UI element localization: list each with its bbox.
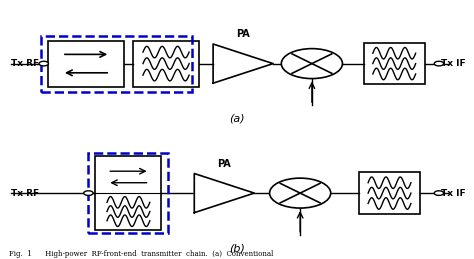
FancyBboxPatch shape	[95, 156, 161, 230]
Circle shape	[434, 191, 444, 195]
Text: PA: PA	[236, 30, 250, 39]
FancyBboxPatch shape	[48, 41, 124, 87]
Text: (a): (a)	[229, 113, 245, 124]
Circle shape	[434, 61, 444, 66]
FancyBboxPatch shape	[359, 172, 420, 214]
Text: Fig.  1      High-power  RF-front-end  transmitter  chain.  (a)  Conventional: Fig. 1 High-power RF-front-end transmitt…	[9, 250, 273, 258]
Circle shape	[282, 49, 343, 78]
FancyBboxPatch shape	[133, 41, 199, 87]
Text: Tx IF: Tx IF	[441, 189, 466, 198]
Text: (b): (b)	[228, 243, 245, 253]
Text: PA: PA	[218, 159, 231, 169]
Polygon shape	[194, 174, 254, 213]
Polygon shape	[213, 44, 273, 83]
FancyBboxPatch shape	[364, 43, 425, 84]
Circle shape	[270, 178, 331, 208]
Circle shape	[84, 191, 93, 195]
Text: Tx RF: Tx RF	[11, 59, 39, 68]
Circle shape	[39, 61, 48, 66]
Text: Tx RF: Tx RF	[11, 189, 39, 198]
Text: Tx IF: Tx IF	[441, 59, 466, 68]
